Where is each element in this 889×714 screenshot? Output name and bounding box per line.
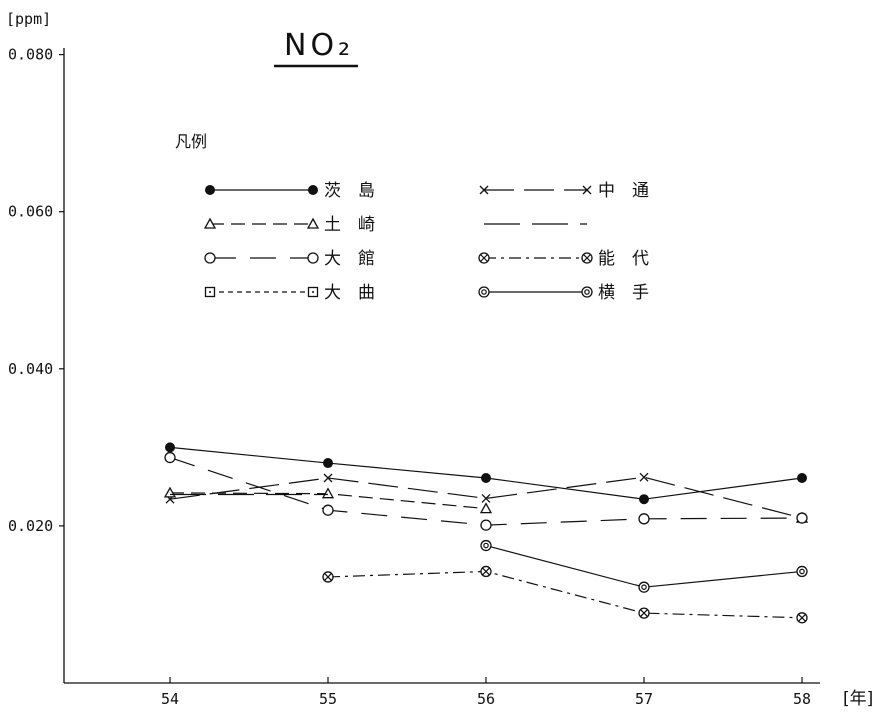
y-ticks: 0.020 0.040 0.060 0.080	[8, 46, 64, 535]
series-7	[480, 539, 808, 593]
series-line	[327, 570, 803, 619]
legend-title: 凡例	[175, 132, 207, 151]
data-point	[323, 458, 333, 469]
legend-marker	[203, 217, 217, 229]
legend-entry: 大 館	[204, 249, 375, 269]
data-point	[323, 473, 333, 483]
data-point	[639, 494, 649, 505]
x-tick-label: 58	[793, 690, 811, 708]
series-line	[169, 456, 803, 526]
data-point	[796, 612, 808, 624]
data-point	[796, 565, 808, 578]
x-tick-label: 54	[161, 690, 179, 708]
legend-marker	[204, 286, 216, 298]
data-point	[165, 442, 175, 453]
x-tick-label: 57	[635, 690, 653, 708]
legend-marker	[308, 185, 318, 195]
series-0	[165, 442, 807, 505]
chart-title: NO₂	[284, 28, 354, 63]
legend-marker	[204, 252, 216, 264]
legend-label: 中 通	[598, 181, 649, 201]
x-ticks: 54 55 56 57 58	[161, 677, 811, 708]
data-point	[638, 513, 650, 525]
y-tick-label: 0.020	[8, 517, 53, 535]
series-5	[322, 565, 808, 624]
data-point	[481, 493, 491, 503]
data-point	[321, 487, 335, 499]
legend: 茨 島土 崎大 館大 曲 中 通能 代横 手	[203, 181, 649, 303]
legend-entry: 能 代	[478, 249, 649, 269]
data-point	[638, 581, 650, 593]
legend-marker	[478, 252, 490, 264]
data-point	[796, 512, 808, 524]
legend-label: 茨 島	[324, 181, 375, 201]
series-layer	[163, 442, 809, 624]
legend-entry: 中 通	[479, 181, 649, 201]
legend-marker	[205, 185, 215, 195]
legend-marker	[479, 185, 489, 195]
x-tick-label: 56	[477, 690, 495, 708]
legend-entry: 横 手	[478, 283, 649, 303]
data-point	[639, 472, 649, 482]
legend-marker	[581, 252, 593, 264]
legend-label: 横 手	[598, 283, 649, 303]
data-point	[797, 472, 807, 483]
x-tick-label: 55	[319, 690, 337, 708]
series-2	[163, 486, 809, 523]
legend-label: 大 館	[324, 249, 375, 269]
legend-marker	[478, 286, 490, 298]
legend-marker	[581, 286, 593, 298]
legend-entry: 茨 島	[205, 181, 375, 201]
legend-marker	[306, 217, 320, 229]
y-tick-label: 0.040	[8, 360, 53, 378]
data-point	[481, 472, 491, 483]
data-point	[322, 571, 334, 583]
legend-marker	[582, 185, 592, 195]
data-point	[164, 451, 176, 464]
data-point	[322, 504, 334, 516]
y-unit-label: [ppm]	[6, 10, 51, 28]
y-tick-label: 0.080	[8, 46, 53, 64]
series-4	[164, 451, 808, 531]
data-point	[638, 607, 650, 619]
legend-label: 大 曲	[324, 283, 375, 303]
series-line	[485, 544, 803, 588]
y-tick-label: 0.060	[8, 203, 53, 221]
data-point	[479, 502, 493, 514]
x-unit-label: [年]	[843, 689, 873, 709]
legend-entry: 土 崎	[203, 215, 375, 235]
legend-label: 土 崎	[324, 215, 375, 235]
data-point	[480, 565, 492, 578]
legend-marker	[307, 286, 319, 298]
data-point	[480, 539, 492, 552]
legend-label: 能 代	[598, 249, 649, 269]
legend-entry: 大 曲	[204, 283, 375, 303]
series-line	[169, 476, 803, 519]
legend-marker	[307, 252, 319, 264]
data-point	[480, 519, 492, 531]
